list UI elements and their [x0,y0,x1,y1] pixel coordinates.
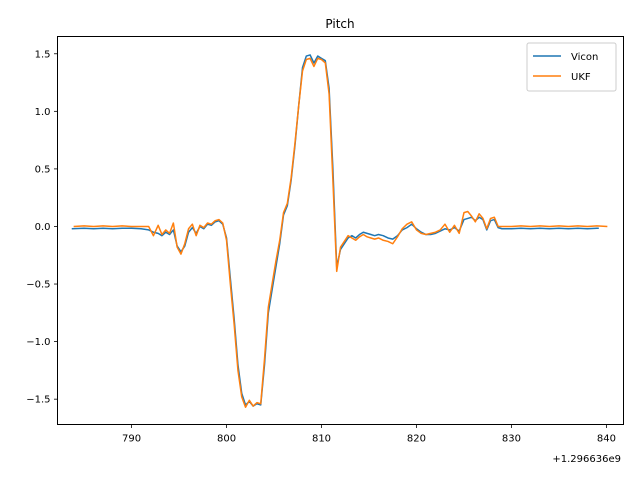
y-tick-label: 1.5 [35,49,51,60]
x-tick-label: 790 [122,434,141,445]
y-tick-label: −1.0 [26,337,50,348]
x-tick-label: 830 [502,434,521,445]
x-axis: 790 800 810 820 830 840 [122,424,616,445]
legend: Vicon UKF [526,42,617,92]
series-line-ukf [73,57,608,408]
plot-frame [57,36,624,425]
legend-box [526,42,617,92]
y-tick-label: 0.5 [35,164,51,175]
y-tick-label: −1.5 [26,395,50,406]
x-tick-label: 800 [217,434,236,445]
legend-label-ukf: UKF [571,72,591,83]
series-layer [71,54,608,408]
legend-label-vicon: Vicon [571,52,598,63]
chart-title: Pitch [325,17,354,31]
y-axis: −1.5 −1.0 −0.5 0.0 0.5 1.0 1.5 [26,49,58,406]
x-tick-label: 820 [407,434,426,445]
y-tick-label: 1.0 [35,107,51,118]
x-tick-label: 840 [597,434,616,445]
y-tick-label: 0.0 [35,222,51,233]
x-offset-label: +1.296636e9 [552,454,621,465]
y-tick-label: −0.5 [26,280,50,291]
x-tick-label: 810 [312,434,331,445]
